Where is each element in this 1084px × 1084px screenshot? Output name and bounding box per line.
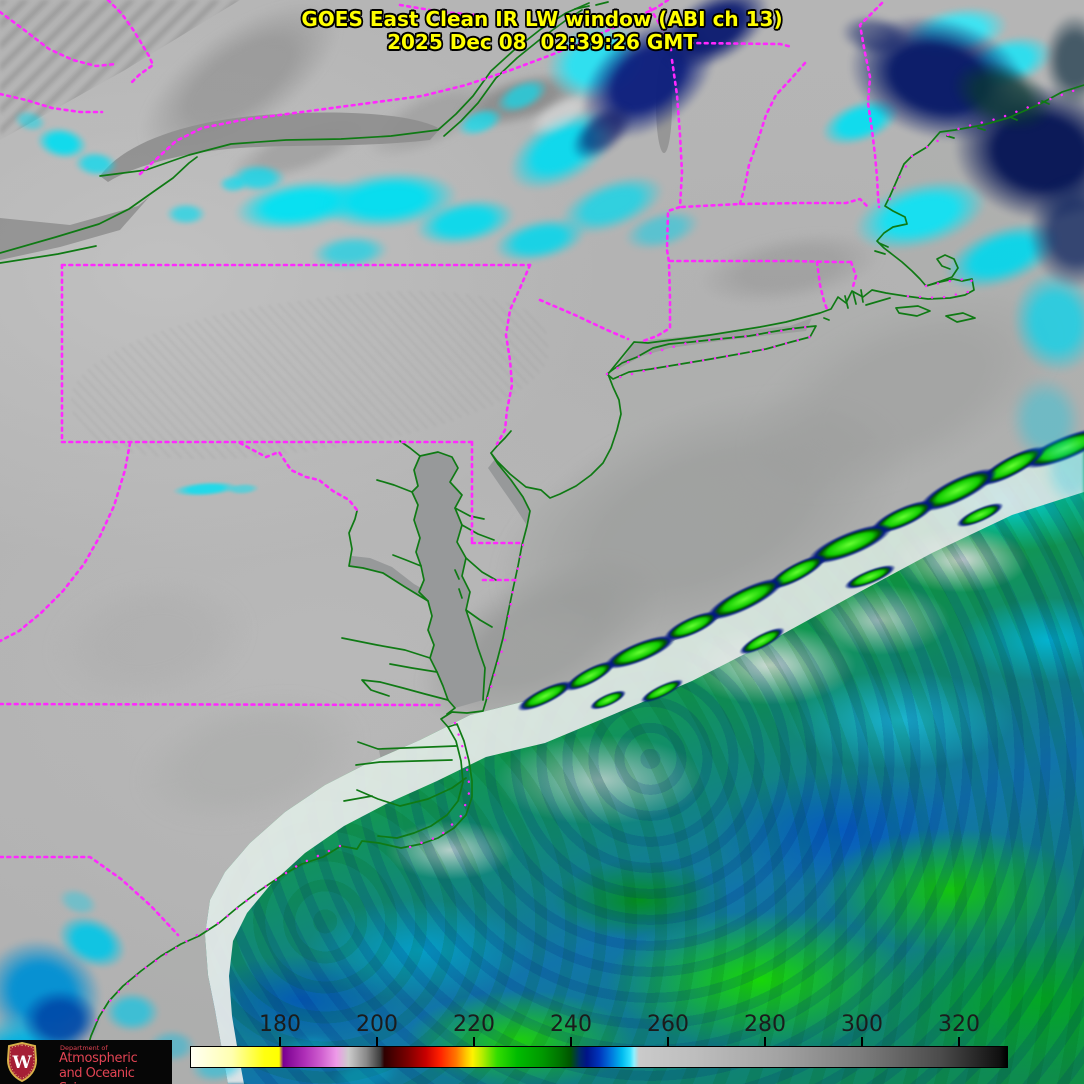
tick-label: 300 xyxy=(841,1012,883,1037)
title-line-2: 2025 Dec 08 02:39:26 GMT xyxy=(387,30,697,54)
tick-mark xyxy=(958,1037,960,1046)
tick-mark xyxy=(473,1037,475,1046)
crest-monogram: W xyxy=(11,1053,32,1073)
tick-label: 220 xyxy=(453,1012,495,1037)
tick-label: 200 xyxy=(356,1012,398,1037)
tick-label: 320 xyxy=(938,1012,980,1037)
lake-erie xyxy=(0,196,150,260)
temperature-colorbar: 180 200 220 240 260 280 300 320 xyxy=(190,1012,1008,1070)
logo-line-2: and Oceanic Sciences xyxy=(59,1066,135,1084)
tick-label: 260 xyxy=(647,1012,689,1037)
tick-mark xyxy=(667,1037,669,1046)
tick-mark xyxy=(279,1037,281,1046)
colorbar-gradient xyxy=(190,1046,1008,1068)
image-title: GOES East Clean IR LW window (ABI ch 13)… xyxy=(0,8,1084,54)
logo-line-1: Atmospheric xyxy=(59,1051,138,1066)
tick-label: 240 xyxy=(550,1012,592,1037)
title-line-1: GOES East Clean IR LW window (ABI ch 13) xyxy=(301,7,783,31)
uw-crest-icon: W xyxy=(6,1042,38,1082)
aos-logo: W Department of Atmospheric and Oceanic … xyxy=(0,1040,172,1084)
state-borders xyxy=(0,0,884,937)
tick-mark xyxy=(570,1037,572,1046)
lake-ontario xyxy=(100,112,440,182)
tick-label: 180 xyxy=(259,1012,301,1037)
tick-mark xyxy=(861,1037,863,1046)
tick-mark xyxy=(376,1037,378,1046)
tick-mark xyxy=(764,1037,766,1046)
tick-label: 280 xyxy=(744,1012,786,1037)
coastal-boundary-dots xyxy=(93,85,1084,1024)
